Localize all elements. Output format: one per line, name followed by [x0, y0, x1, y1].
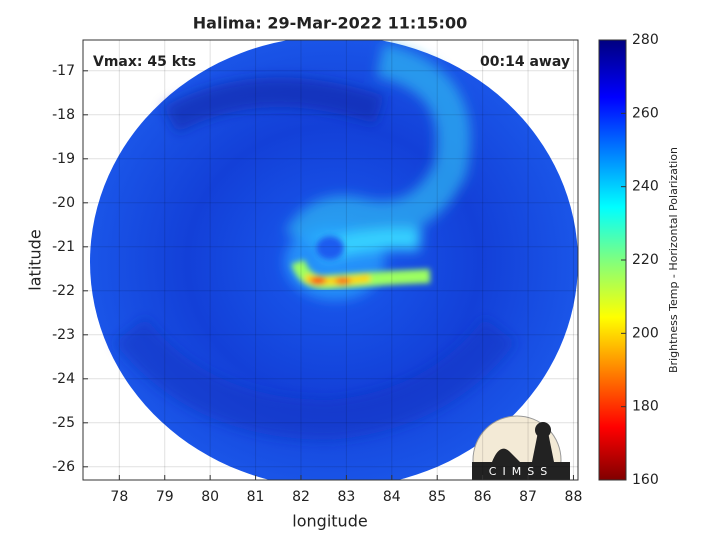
x-tick-label: 81 [247, 489, 265, 505]
x-tick-label: 80 [201, 489, 219, 505]
x-tick-label: 83 [337, 489, 355, 505]
colorbar-tick-label: 160 [632, 472, 659, 488]
colorbar-tick-label: 240 [632, 179, 659, 195]
y-tick-label: -21 [52, 239, 75, 255]
x-tick-label: 78 [110, 489, 128, 505]
y-tick-label: -23 [52, 327, 75, 343]
axes-frame [82, 39, 579, 481]
colorbar-tick-label: 220 [632, 252, 659, 268]
colorbar-tick-label: 260 [632, 105, 659, 121]
x-tick-label: 88 [565, 489, 583, 505]
satellite-image: CIMSS [90, 40, 578, 480]
annotation: Vmax: 45 kts [93, 54, 196, 70]
chart-title: Halima: 29-Mar-2022 11:15:00 [193, 14, 467, 33]
colorbar-label: Brightness Temp - Horizontal Polarizatio… [667, 147, 680, 373]
y-tick-label: -22 [52, 283, 75, 299]
y-tick-label: -25 [52, 415, 75, 431]
annotation: 00:14 away [480, 54, 570, 70]
colorbar-tick-label: 280 [632, 32, 659, 48]
x-tick-label: 85 [428, 489, 446, 505]
logo: CIMSS [472, 415, 570, 480]
x-tick-label: 79 [156, 489, 174, 505]
x-axis-label: longitude [292, 512, 367, 531]
x-tick-label: 87 [519, 489, 537, 505]
y-tick-label: -26 [52, 459, 75, 475]
colorbar-tick-label: 180 [632, 399, 659, 415]
y-tick-label: -18 [52, 107, 75, 123]
colorbar-tick-label: 200 [632, 325, 659, 341]
y-tick-label: -17 [52, 63, 75, 79]
x-tick-label: 84 [383, 489, 401, 505]
y-tick-label: -24 [52, 371, 75, 387]
x-tick-label: 86 [474, 489, 492, 505]
x-tick-label: 82 [292, 489, 310, 505]
y-tick-label: -20 [52, 195, 75, 211]
y-axis-label: latitude [26, 229, 45, 290]
logo-text: CIMSS [489, 465, 553, 478]
y-tick-label: -19 [52, 151, 75, 167]
